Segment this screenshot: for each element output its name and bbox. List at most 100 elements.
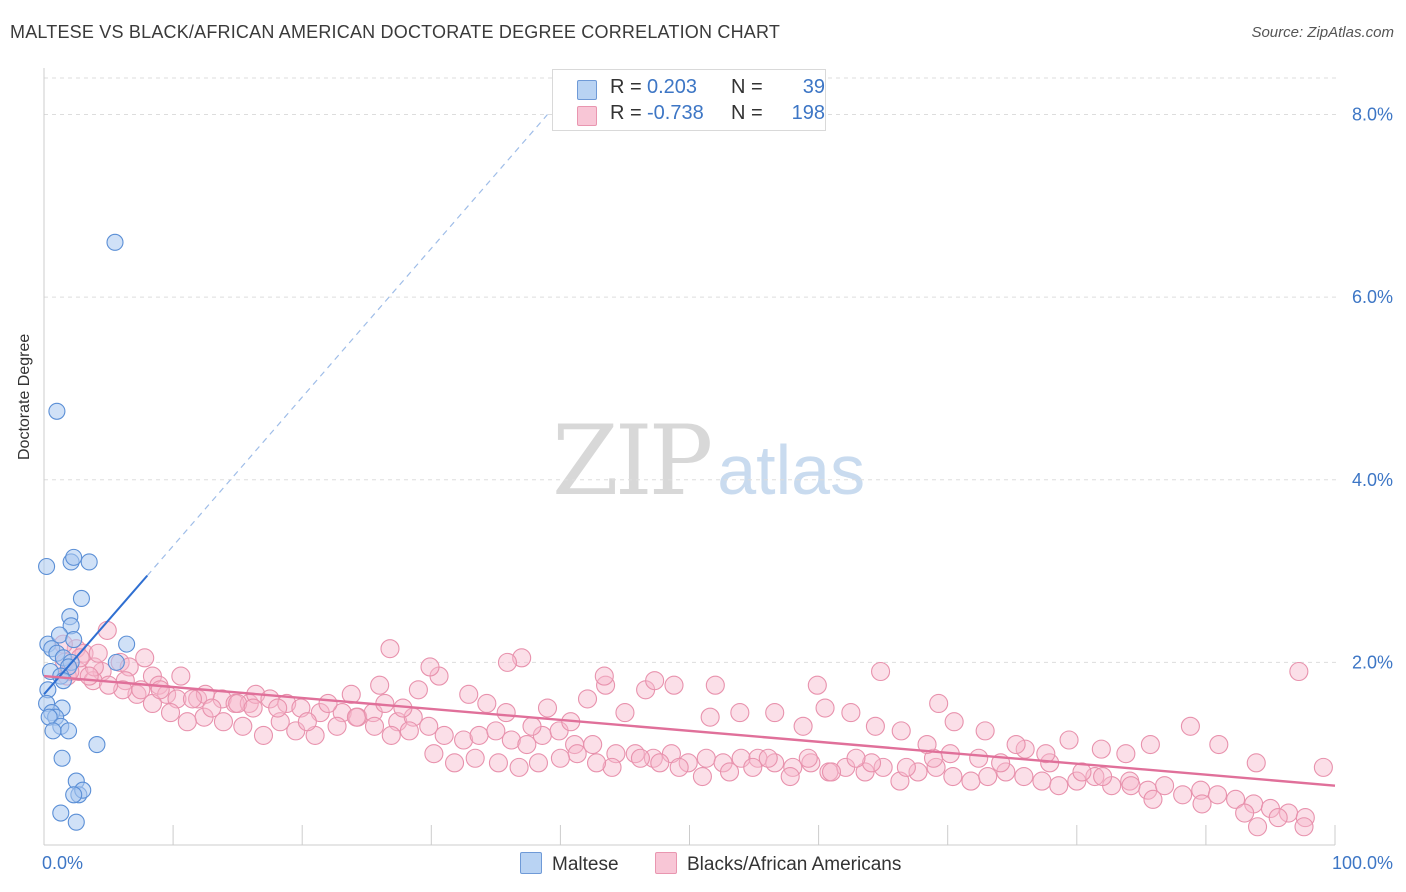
data-point-blacks [1246, 753, 1266, 773]
data-point-blacks [537, 698, 558, 718]
y-axis-title: Doctorate Degree [16, 333, 33, 460]
data-point-blacks [1015, 739, 1035, 759]
data-point-maltese [52, 804, 70, 822]
data-point-maltese [50, 626, 69, 644]
data-point-blacks [277, 693, 297, 714]
data-point-blacks [1036, 744, 1056, 764]
data-point-blacks [528, 753, 549, 773]
data-point-blacks [1180, 716, 1200, 736]
data-point-blacks [1294, 817, 1314, 837]
data-point-maltese [107, 653, 125, 671]
data-point-blacks [1313, 757, 1333, 777]
data-point-blacks [664, 675, 684, 695]
data-point-maltese [88, 736, 106, 754]
data-point-blacks [1192, 794, 1212, 814]
data-point-blacks [522, 716, 542, 736]
data-point-blacks [943, 766, 963, 787]
legend-r-label: R = [610, 102, 642, 124]
data-point-maltese [38, 557, 56, 576]
x-tick-label: 0.0% [42, 853, 83, 873]
y-tick-label: 4.0% [1352, 470, 1393, 490]
bottom-legend-maltese: Maltese [520, 852, 619, 876]
data-point-blacks [364, 716, 385, 736]
bottom-legend-swatch-blacks [655, 852, 677, 874]
data-point-blacks [253, 725, 274, 745]
data-point-maltese [106, 233, 124, 251]
data-point-maltese [65, 631, 83, 649]
data-point-blacks [509, 757, 529, 777]
data-point-blacks [669, 757, 689, 777]
data-point-blacks [243, 698, 263, 718]
data-point-blacks [650, 753, 670, 773]
data-point-maltese [67, 813, 85, 831]
data-point-blacks [969, 748, 989, 768]
data-point-blacks [135, 648, 155, 668]
series-maltese [38, 233, 136, 831]
data-point-blacks [465, 748, 485, 768]
data-point-blacks [978, 766, 998, 787]
legend-n-label: N = [731, 102, 763, 124]
data-point-blacks [583, 735, 603, 755]
data-point-blacks [861, 753, 882, 773]
legend-swatch-blacks [577, 106, 597, 126]
data-point-blacks [346, 707, 366, 727]
y-tick-label: 8.0% [1352, 105, 1393, 125]
data-point-blacks [730, 703, 750, 723]
data-point-blacks [865, 716, 885, 736]
data-point-blacks [602, 757, 622, 777]
data-point-blacks [469, 725, 489, 745]
y-tick-label: 2.0% [1352, 652, 1393, 672]
data-point-blacks [1289, 661, 1309, 682]
data-point-blacks [743, 757, 763, 777]
data-point-blacks [1032, 771, 1052, 791]
data-point-maltese [118, 635, 136, 653]
data-point-blacks [758, 748, 778, 768]
data-point-blacks [944, 712, 964, 732]
data-point-blacks [929, 693, 949, 714]
bottom-legend-label-blacks: Blacks/African Americans [687, 854, 902, 875]
data-point-blacks [496, 703, 516, 723]
data-point-blacks [97, 620, 117, 640]
watermark-atlas: atlas [717, 431, 866, 509]
data-point-blacks [1091, 739, 1111, 759]
data-point-blacks [1143, 789, 1163, 809]
data-point-blacks [567, 744, 587, 764]
data-point-maltese [65, 548, 83, 566]
data-point-blacks [370, 675, 390, 695]
data-point-blacks [846, 748, 866, 768]
data-point-blacks [202, 698, 222, 718]
data-point-blacks [381, 725, 401, 745]
data-point-blacks [488, 753, 508, 773]
data-point-blacks [1155, 776, 1175, 796]
data-point-blacks [873, 757, 893, 777]
data-point-blacks [1059, 730, 1079, 750]
data-point-blacks [318, 693, 338, 714]
data-point-blacks [871, 661, 891, 682]
trend-line-blacks [43, 674, 1336, 787]
tick-labels: 2.0% 4.0% 6.0% 8.0% 0.0% 100.0% [42, 105, 1393, 873]
data-point-blacks [1209, 735, 1229, 755]
data-point-maltese [54, 672, 72, 690]
data-point-blacks [327, 716, 347, 736]
data-point-blacks [1121, 776, 1141, 796]
source-credit: Source: ZipAtlas.com [1251, 24, 1394, 41]
data-point-blacks [1235, 803, 1255, 823]
data-point-blacks [444, 753, 465, 773]
data-point-blacks [1247, 817, 1268, 837]
data-point-blacks [1140, 735, 1160, 755]
data-point-blacks [719, 762, 740, 782]
x-tick-label: 100.0% [1332, 853, 1393, 873]
data-point-blacks [268, 698, 288, 718]
data-point-maltese [53, 749, 71, 767]
data-point-blacks [399, 721, 419, 741]
data-point-blacks [501, 730, 521, 750]
data-point-blacks [1116, 744, 1136, 764]
data-point-blacks [793, 716, 813, 736]
trend-lines [43, 114, 1336, 787]
data-point-blacks [896, 757, 916, 777]
data-point-blacks [1072, 762, 1092, 782]
bottom-legend-swatch-maltese [520, 852, 542, 874]
data-point-blacks [645, 671, 665, 691]
legend-n-value: 39 [802, 76, 825, 98]
